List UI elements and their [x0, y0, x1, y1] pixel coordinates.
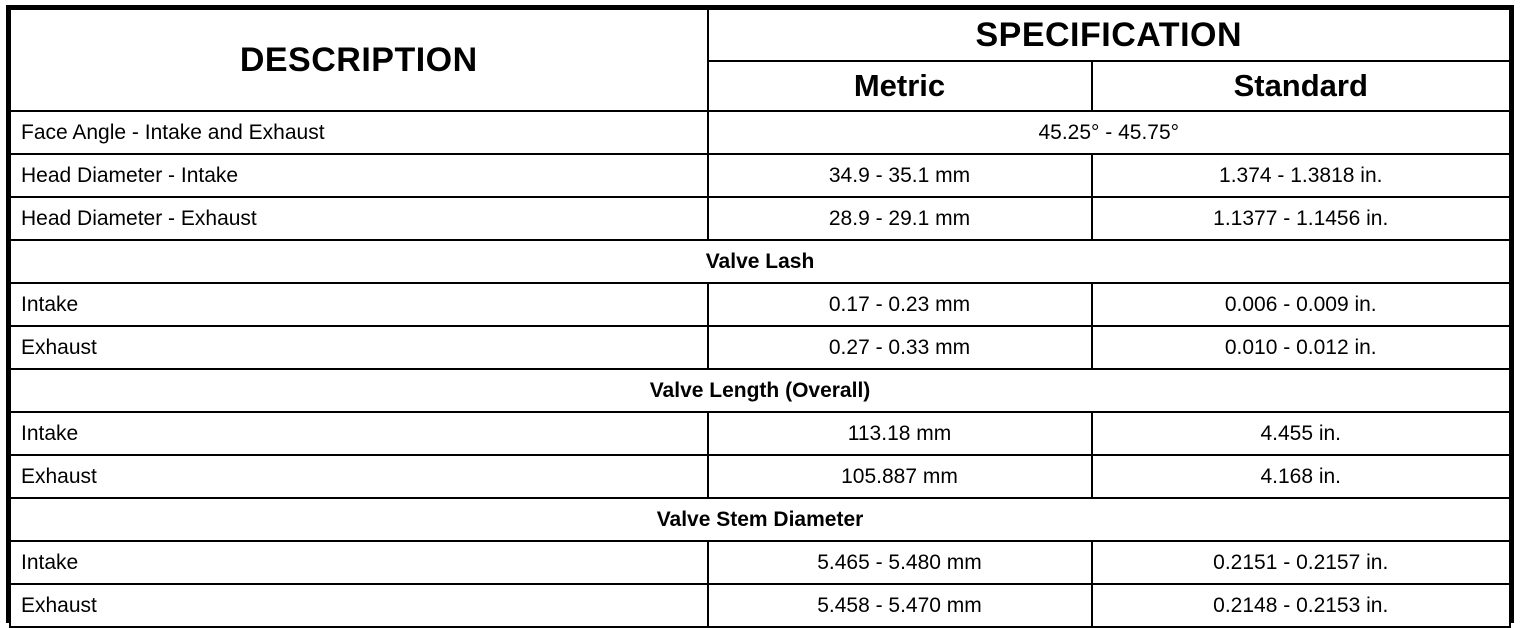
cell-description: Intake: [9, 540, 709, 585]
cell-standard: 0.006 - 0.009 in.: [1090, 282, 1511, 327]
cell-standard: 0.2151 - 0.2157 in.: [1090, 540, 1511, 585]
section-row-valve-length: Valve Length (Overall): [9, 368, 1511, 413]
cell-standard: 1.374 - 1.3818 in.: [1090, 153, 1511, 198]
cell-standard: 4.455 in.: [1090, 411, 1511, 456]
cell-standard: 0.2148 - 0.2153 in.: [1090, 583, 1511, 628]
cell-metric: 5.458 - 5.470 mm: [706, 583, 1093, 628]
header-description: DESCRIPTION: [9, 8, 709, 112]
header-row-main: DESCRIPTION SPECIFICATION: [9, 8, 1511, 112]
cell-spanned-value: 45.25° - 45.75°: [706, 110, 1511, 155]
section-row-valve-stem-diameter: Valve Stem Diameter: [9, 497, 1511, 542]
table-row-valve-stem-intake: Intake 5.465 - 5.480 mm 0.2151 - 0.2157 …: [9, 540, 1511, 585]
cell-standard: 1.1377 - 1.1456 in.: [1090, 196, 1511, 241]
cell-description: Intake: [9, 411, 709, 456]
cell-metric: 0.17 - 0.23 mm: [706, 282, 1093, 327]
table-row-valve-lash-intake: Intake 0.17 - 0.23 mm 0.006 - 0.009 in.: [9, 282, 1511, 327]
cell-description: Exhaust: [9, 454, 709, 499]
cell-description: Exhaust: [9, 325, 709, 370]
cell-metric: 28.9 - 29.1 mm: [706, 196, 1093, 241]
table-row-valve-lash-exhaust: Exhaust 0.27 - 0.33 mm 0.010 - 0.012 in.: [9, 325, 1511, 370]
cell-description: Face Angle - Intake and Exhaust: [9, 110, 709, 155]
table-row-head-diameter-exhaust: Head Diameter - Exhaust 28.9 - 29.1 mm 1…: [9, 196, 1511, 241]
cell-standard: 0.010 - 0.012 in.: [1090, 325, 1511, 370]
table-row-valve-length-intake: Intake 113.18 mm 4.455 in.: [9, 411, 1511, 456]
cell-metric: 0.27 - 0.33 mm: [706, 325, 1093, 370]
section-header: Valve Length (Overall): [9, 368, 1511, 413]
valve-specification-table: DESCRIPTION SPECIFICATION Metric Standar…: [9, 8, 1511, 628]
header-metric: Metric: [706, 60, 1093, 112]
table-row-face-angle: Face Angle - Intake and Exhaust 45.25° -…: [9, 110, 1511, 155]
cell-description: Exhaust: [9, 583, 709, 628]
table-row-valve-stem-exhaust: Exhaust 5.458 - 5.470 mm 0.2148 - 0.2153…: [9, 583, 1511, 628]
spec-table-border: DESCRIPTION SPECIFICATION Metric Standar…: [6, 5, 1514, 628]
table-row-valve-length-exhaust: Exhaust 105.887 mm 4.168 in.: [9, 454, 1511, 499]
cell-metric: 34.9 - 35.1 mm: [706, 153, 1093, 198]
cell-description: Intake: [9, 282, 709, 327]
table-row-head-diameter-intake: Head Diameter - Intake 34.9 - 35.1 mm 1.…: [9, 153, 1511, 198]
header-specification: SPECIFICATION: [706, 8, 1511, 62]
section-header: Valve Stem Diameter: [9, 497, 1511, 542]
header-standard: Standard: [1090, 60, 1511, 112]
header-row-sub: Metric Standard: [10, 60, 1511, 112]
cell-description: Head Diameter - Exhaust: [9, 196, 709, 241]
section-row-valve-lash: Valve Lash: [9, 239, 1511, 284]
cell-description: Head Diameter - Intake: [9, 153, 709, 198]
cell-metric: 5.465 - 5.480 mm: [706, 540, 1093, 585]
cell-metric: 105.887 mm: [706, 454, 1093, 499]
cell-standard: 4.168 in.: [1090, 454, 1511, 499]
cell-metric: 113.18 mm: [706, 411, 1093, 456]
section-header: Valve Lash: [9, 239, 1511, 284]
